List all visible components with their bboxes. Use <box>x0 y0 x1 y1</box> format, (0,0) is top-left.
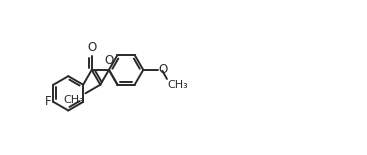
Text: O: O <box>88 41 97 54</box>
Text: CH₃: CH₃ <box>168 80 189 90</box>
Text: O: O <box>158 63 168 76</box>
Text: CH₃: CH₃ <box>63 95 84 105</box>
Text: F: F <box>45 95 52 108</box>
Text: O: O <box>104 54 113 67</box>
